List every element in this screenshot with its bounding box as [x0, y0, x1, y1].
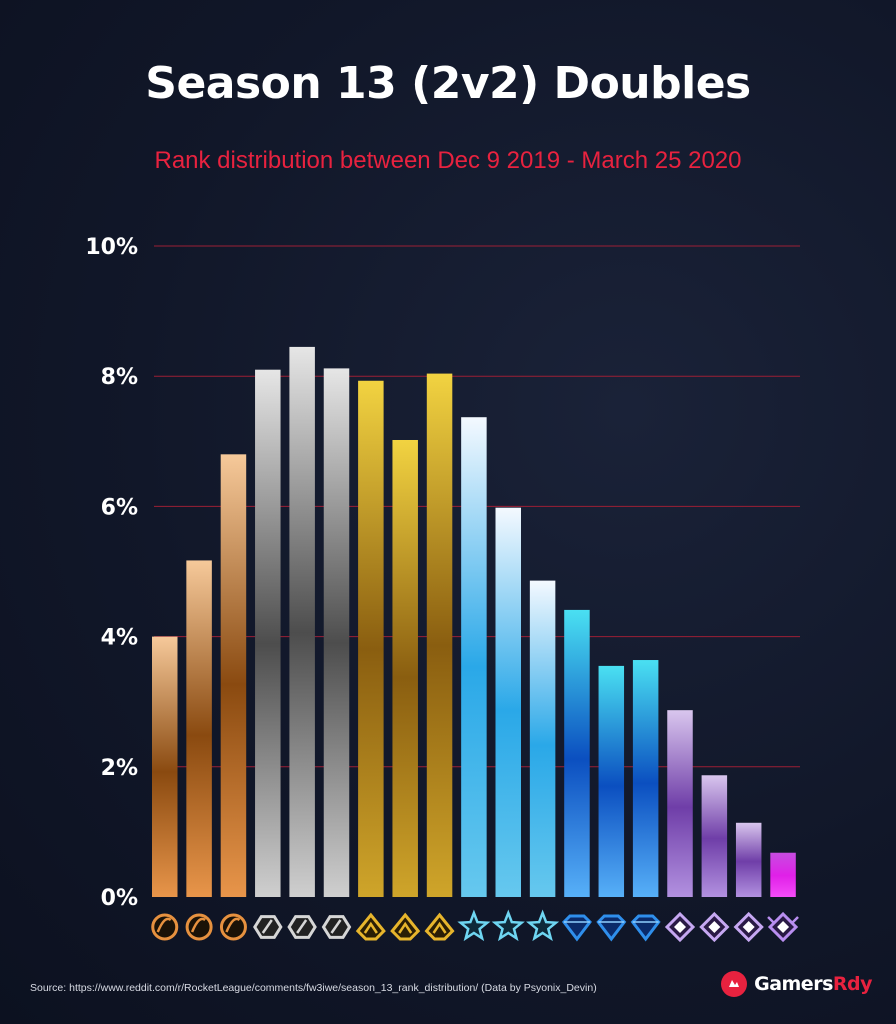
bar-gold-iii [426, 373, 453, 897]
brand-name: GamersRdy [754, 973, 872, 995]
bar-diamond-ii [598, 665, 625, 897]
gold-1-icon [355, 912, 386, 941]
gold-2-icon [390, 912, 421, 941]
bronze-2-icon [185, 913, 213, 941]
bar-bronze-ii [186, 560, 212, 897]
y-axis-ticks: 0% 2% 4% 6% 8% 10% [85, 235, 138, 911]
diamond-1-icon [561, 914, 592, 942]
bar-grand-champion [770, 852, 796, 897]
diamond-2-icon [596, 914, 627, 942]
bars [152, 346, 796, 898]
bronze-3-icon [219, 913, 247, 941]
y-tick-label: 6% [101, 495, 138, 520]
bar-diamond-iii [632, 660, 659, 897]
bar-platinum-i [461, 417, 487, 897]
platinum-1-icon [457, 909, 491, 942]
bar-silver-iii [323, 368, 350, 897]
gold-3-icon [424, 912, 455, 941]
bar-bronze-iii [220, 454, 247, 897]
y-tick-label: 8% [101, 365, 138, 390]
bar-gold-i [358, 380, 384, 898]
bar-silver-i [255, 369, 281, 897]
bar-silver-ii [289, 346, 315, 897]
bronze-1-icon [151, 913, 179, 941]
bar-champion-ii [701, 775, 728, 897]
brand-name-part1: Gamers [754, 973, 833, 995]
diamond-3-icon [630, 914, 661, 942]
rank-icons [151, 909, 799, 943]
source-credit: Source: https://www.reddit.com/r/RocketL… [30, 982, 597, 994]
y-tick-label: 10% [85, 235, 138, 260]
y-tick-label: 2% [101, 756, 138, 781]
silver-1-icon [253, 915, 283, 939]
y-tick-label: 0% [101, 886, 138, 911]
chart-subtitle: Rank distribution between Dec 9 2019 - M… [154, 147, 742, 174]
champion-1-icon [664, 911, 696, 943]
platinum-3-icon [526, 909, 560, 942]
brand-name-part2: Rdy [832, 973, 873, 995]
grand-champion-icon [767, 911, 799, 943]
silver-3-icon [321, 915, 352, 939]
bar-platinum-iii [529, 580, 556, 897]
y-tick-label: 4% [101, 626, 138, 651]
bar-gold-ii [392, 439, 418, 897]
champion-2-icon [699, 911, 730, 943]
bar-champion-iii [735, 822, 762, 897]
silver-2-icon [287, 915, 317, 939]
bar-bronze-i [152, 636, 178, 897]
bar-champion-i [667, 710, 693, 897]
brand-logo-icon [721, 971, 748, 997]
bar-diamond-i [564, 609, 590, 897]
champion-3-icon [733, 911, 764, 943]
chart-title: Season 13 (2v2) Doubles [145, 58, 751, 109]
brand-logo: GamersRdy [721, 971, 873, 997]
bar-platinum-ii [495, 507, 521, 897]
platinum-2-icon [491, 909, 525, 942]
